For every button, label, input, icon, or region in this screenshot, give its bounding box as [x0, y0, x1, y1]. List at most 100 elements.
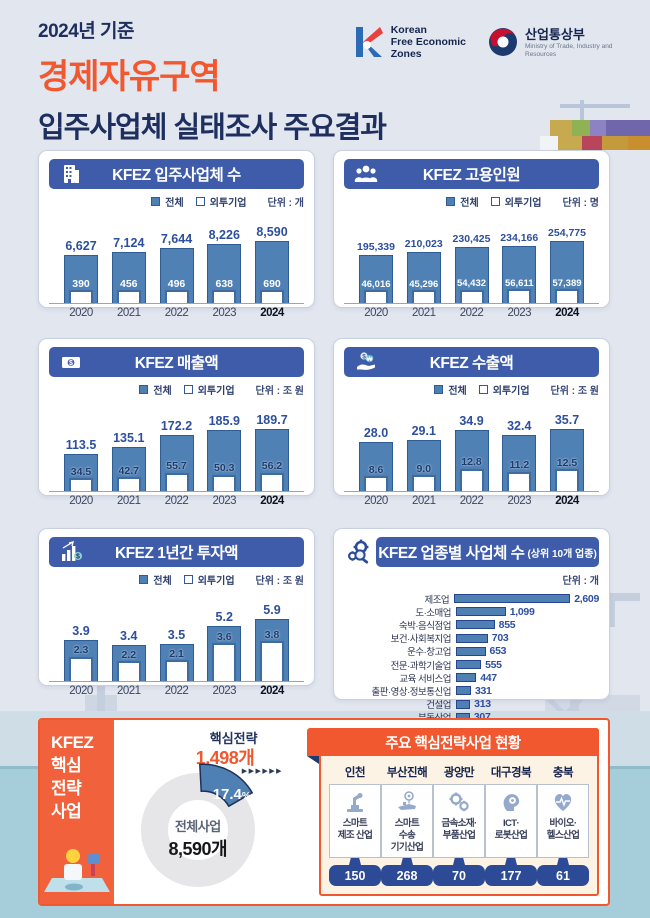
foreign-bar [116, 661, 141, 681]
region-card: ICT· 로봇산업 [485, 784, 537, 858]
robot-arm-icon [347, 793, 363, 812]
year-label: 2021 [116, 495, 141, 507]
year-label: 2023 [212, 495, 237, 507]
chart-title: KFEZ 1년간 투자액 [114, 545, 239, 562]
donut-highlight-value: 1,498개 [195, 748, 255, 768]
panel-investment: $ KFEZ 1년간 투자액 전체 외투기업 단위 : 조 원 3.9 2.3 3.4 2.2 3… [38, 528, 315, 697]
connector-shape [557, 858, 569, 865]
money-icon: $ [59, 350, 83, 374]
total-value-label: 210,023 [404, 237, 443, 250]
foreign-value-label: 9.0 [416, 462, 432, 475]
industry-row: 운수·창고업 653 [344, 645, 599, 658]
total-value-label: 113.5 [65, 437, 97, 452]
bar-group: 28.0 8.6 [356, 426, 396, 491]
foreign-value-label: 390 [72, 277, 90, 290]
foreign-value-label: 2.1 [169, 647, 184, 660]
foreign-value-label: 11.2 [509, 459, 530, 472]
foreign-bar [507, 471, 532, 491]
industry-bar [456, 686, 471, 696]
industry-label: 전문·과학기술업 [390, 660, 452, 672]
kfez-logo-icon [355, 27, 383, 58]
connector-shape [401, 858, 413, 865]
total-bar: 50.3 [207, 430, 242, 491]
industry-label: 보건·사회복지업 [390, 634, 452, 646]
total-bar: 56.2 [255, 429, 289, 491]
total-value-label: 8,590 [256, 225, 288, 239]
bar-group: 254,775 57,389 [547, 227, 587, 303]
foreign-value-label: 456 [119, 277, 138, 290]
total-bar: 638 [207, 243, 242, 303]
legend-foreign-swatch [490, 197, 500, 206]
year-label: 2023 [212, 307, 237, 319]
industry-label: 제조업 [424, 594, 450, 606]
year-label: 2022 [164, 307, 189, 319]
total-value-label: 254,775 [548, 227, 586, 239]
industry-label: 출판·영상·정보통신업 [371, 686, 452, 698]
foreign-value-label: 3.8 [264, 628, 280, 641]
year-label: 2023 [212, 685, 237, 697]
total-value-label: 5.2 [215, 610, 233, 625]
foreign-value-label: 34.5 [70, 465, 92, 478]
year-label: 2021 [116, 685, 141, 697]
donut-wedge [198, 763, 253, 808]
year-label: 2024 [555, 307, 579, 319]
chart-title: KFEZ 매출액 [134, 355, 219, 372]
legend-total-swatch [139, 385, 149, 394]
region-count-badge: 61 [537, 865, 589, 886]
panel-exports: $ ₩ KFEZ 수출액 전체 외투기업 단위 : 조 원 28.0 8.6 29.1 9.0 34… [333, 338, 610, 507]
region-column: 광양만 금속소재· 부품산업 70 [433, 764, 485, 886]
industry-row: 건설업 313 [344, 698, 599, 711]
connector-shape [505, 858, 517, 865]
industry-label: 건설업 [426, 700, 451, 712]
chart-legend: 단위 : 개 [344, 571, 600, 588]
gears-magnifier-icon [346, 537, 374, 565]
year-label: 2024 [260, 307, 284, 319]
foreign-bar [364, 476, 388, 491]
total-bar: 456 [111, 251, 146, 303]
foreign-bar [507, 289, 532, 303]
legend-foreign-swatch [183, 575, 193, 584]
total-bar: 46,016 [359, 255, 393, 303]
year-label: 2024 [555, 495, 579, 507]
industry-value: 447 [480, 671, 497, 684]
industry-value: 313 [474, 698, 491, 711]
legend-total-swatch [139, 575, 149, 584]
region-name: 대구경북 [490, 767, 532, 779]
industry-row: 제조업 2,609 [344, 592, 599, 606]
total-value-label: 28.0 [363, 426, 389, 441]
foreign-value-label: 2.2 [121, 648, 137, 661]
industry-bar [456, 633, 488, 643]
region-industry: 금속소재· 부품산업 [441, 818, 477, 841]
unit-label: 단위 : 개 [267, 198, 305, 209]
region-industry: 스마트 수송 기기산업 [390, 818, 424, 853]
bar-chart: 28.0 8.6 29.1 9.0 34.9 12.8 32.4 11.2 35.7 12.5 [344, 412, 599, 492]
region-name: 인천 [344, 767, 366, 779]
foreign-bar [411, 290, 436, 303]
total-value-label: 3.9 [72, 624, 90, 639]
bar-group: 113.5 34.5 [61, 438, 101, 491]
foreign-bar [260, 641, 284, 681]
foreign-value-label: 12.5 [556, 456, 578, 469]
chart-legend: 전체 외투기업 단위 : 조 원 [49, 381, 304, 398]
foreign-bar [459, 468, 484, 491]
total-value-label: 7,124 [113, 235, 145, 250]
industry-value: 1,099 [509, 605, 535, 618]
industry-label: 교육 서비스업 [399, 673, 451, 685]
chart-title: KFEZ 수출액 [429, 355, 514, 372]
donut-highlight-label: 핵심전략 [209, 731, 258, 746]
bar-group: 5.9 3.8 [252, 603, 292, 681]
total-bar: 3.8 [255, 619, 289, 681]
bar-group: 7,644 496 [157, 232, 197, 303]
chart-title: KFEZ 고용인원 [422, 167, 521, 184]
x-axis-labels: 2020 2021 2022 2023 2024 [49, 495, 304, 507]
bar-group: 189.7 56.2 [252, 413, 292, 491]
bar-group: 185.9 50.3 [204, 414, 244, 491]
bar-group: 8,226 638 [204, 228, 244, 303]
foreign-bar [459, 289, 484, 303]
foreign-bar [555, 469, 579, 491]
people-icon [354, 162, 378, 186]
foreign-bar [212, 643, 237, 681]
chart-legend: 전체 외투기업 단위 : 조 원 [344, 381, 599, 398]
unit-label: 단위 : 조 원 [255, 576, 304, 587]
year-label: 2021 [116, 307, 141, 319]
